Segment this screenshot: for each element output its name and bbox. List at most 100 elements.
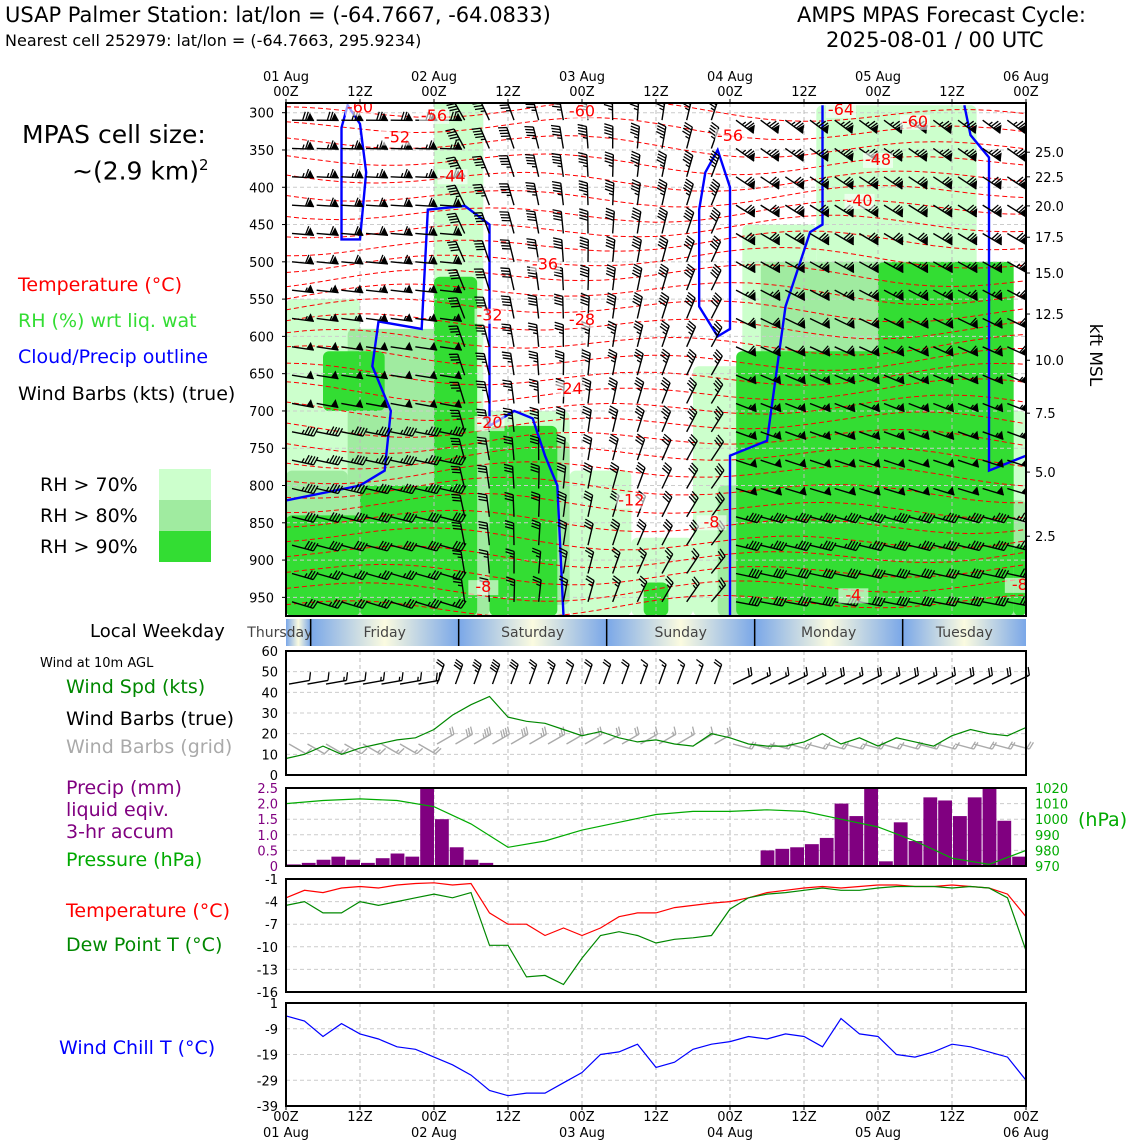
wind-barb-true-full — [714, 659, 723, 666]
wind-barb-full — [796, 289, 805, 297]
wind-barb-full — [686, 294, 695, 302]
wind-barb-full — [476, 248, 486, 251]
wind-barb-full — [746, 178, 755, 185]
contour-label: -60 — [902, 112, 928, 131]
wind-barb-full — [405, 541, 412, 550]
wind-barb-true-full — [529, 659, 538, 666]
precip-bar — [982, 788, 997, 866]
wind-barb-full — [478, 523, 488, 527]
wind-barb-full — [378, 168, 384, 178]
wind-barb-flag — [454, 399, 462, 408]
wind-barb — [982, 176, 1002, 190]
wind-barb — [636, 575, 648, 603]
wind-barb — [957, 317, 979, 329]
wind-barb-full — [966, 148, 975, 156]
wind-barb-staff — [390, 402, 413, 409]
wind-barb-full — [637, 521, 646, 529]
wind-barb — [475, 352, 491, 376]
wind-barb-full — [581, 352, 591, 357]
wind-barb-full — [606, 295, 616, 301]
wind-barb-half — [482, 389, 487, 392]
wind-barb-staff — [785, 346, 806, 357]
wind-barb-full — [926, 514, 933, 523]
wind-barb — [341, 426, 368, 437]
wind-barb-half — [302, 144, 305, 150]
wind-barb-flag — [1020, 402, 1026, 412]
wind-barb-full — [631, 244, 640, 250]
wind-barb-full — [500, 267, 510, 270]
wind-barb-staff — [533, 183, 540, 206]
wind-barb-full — [748, 596, 754, 605]
wind-barb-full — [530, 469, 540, 473]
wind-barb — [503, 435, 515, 461]
wind-barb-full — [503, 463, 513, 468]
wind-barb-full — [899, 568, 905, 578]
wind-barb-staff — [316, 459, 339, 466]
wind-barb-half — [637, 416, 642, 420]
wind-barb — [760, 176, 780, 190]
wind-barb-full — [526, 134, 536, 137]
wind-barb-full — [944, 233, 953, 241]
wind-barb-full — [976, 597, 982, 606]
wind-barb-staff — [611, 183, 615, 206]
wind-barb-staff — [341, 289, 364, 294]
wind-barb-full — [378, 111, 383, 121]
wind-barb-full — [656, 128, 666, 134]
wind-barb-true-full — [436, 661, 444, 668]
wind-barb-full — [460, 485, 467, 494]
wind-barb-staff — [933, 572, 956, 579]
wind-barb — [583, 490, 594, 517]
wind-barb-flag — [330, 370, 339, 379]
wind-barb-full — [772, 540, 779, 549]
wind-barb — [657, 206, 668, 234]
wind-barb-staff — [809, 544, 832, 552]
wind-barb-full — [714, 292, 722, 300]
wind-barb-staff — [439, 346, 462, 351]
wind-barb-staff — [735, 601, 758, 607]
wind-barb — [451, 521, 466, 546]
wind-barb-full — [609, 495, 618, 502]
wind-barbs-true-label: Wind Barbs (true) — [66, 708, 235, 730]
wind-barb-staff — [291, 572, 314, 581]
wind-barb-full — [499, 211, 509, 213]
wind-barb-staff — [439, 516, 462, 523]
wind-barb-true-full — [987, 668, 991, 677]
rh90-region — [878, 261, 1014, 616]
wind-barb — [316, 168, 339, 179]
wind-barb-full — [474, 243, 484, 245]
wind-barb-full — [503, 441, 513, 445]
wind-barb-flag — [380, 198, 389, 207]
wind-barb-full — [504, 491, 514, 496]
wind-barb-full — [378, 226, 384, 235]
wind-barb-staff — [509, 324, 515, 347]
wind-barb-half — [375, 429, 379, 435]
wind-barb-full — [630, 122, 640, 128]
wind-barb-grid-staff — [677, 733, 695, 745]
wind-barb-staff — [908, 516, 931, 524]
wind-barb-full — [447, 159, 457, 163]
wind-barb — [500, 267, 515, 291]
wind-barb-full — [405, 570, 412, 579]
rh70-swatch — [159, 469, 211, 500]
wind-barb-full — [608, 411, 617, 417]
wind-barb-flag — [429, 227, 438, 236]
wind-barb-full — [460, 600, 467, 609]
wind-barb-flag — [945, 152, 953, 162]
wind-barb-full — [772, 568, 779, 577]
wind-barb-full — [871, 568, 878, 577]
wind-barb-full — [461, 427, 467, 437]
wind-barb-full — [663, 433, 672, 441]
wind-barb-staff — [710, 212, 721, 234]
wind-barb-flag — [822, 319, 830, 329]
wind-barb-half — [351, 144, 354, 150]
wind-barb-full — [475, 327, 485, 329]
wind-barb-half — [450, 144, 453, 150]
wind-barb-staff — [933, 544, 955, 552]
wind-barb-staff — [456, 325, 466, 348]
wind-barb-full — [892, 176, 901, 184]
wind-barb-half — [945, 404, 950, 409]
wind-barb-staff — [390, 572, 413, 581]
wind-barb — [415, 140, 438, 150]
precip-bar — [346, 859, 360, 866]
wind-barb — [982, 402, 1004, 413]
